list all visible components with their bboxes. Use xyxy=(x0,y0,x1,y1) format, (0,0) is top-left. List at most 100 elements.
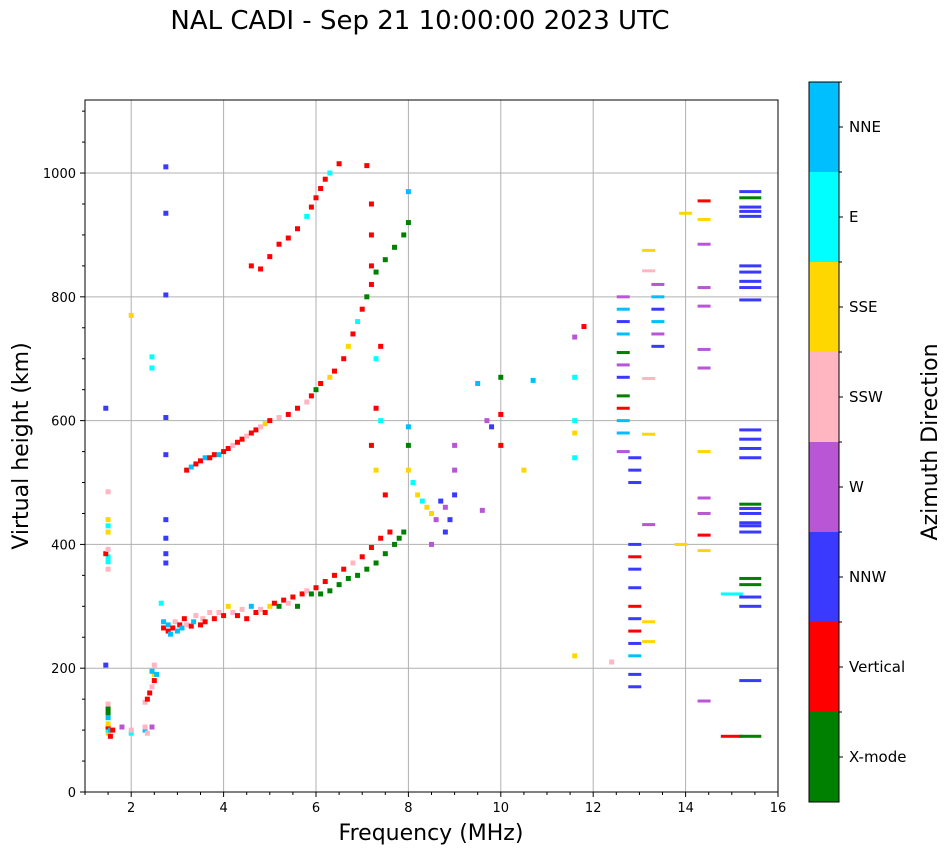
echo-point xyxy=(184,622,190,628)
echo-point xyxy=(364,566,370,572)
x-tick-label: 16 xyxy=(770,801,787,816)
echo-point xyxy=(172,619,178,625)
echo-point xyxy=(149,724,155,730)
echo-point xyxy=(313,387,319,393)
echo-point xyxy=(368,545,374,551)
echo-point xyxy=(396,535,402,541)
echo-point xyxy=(739,196,762,200)
echo-point xyxy=(475,380,481,386)
echo-point xyxy=(142,724,148,730)
colorbar-label: Vertical xyxy=(849,658,905,676)
echo-point xyxy=(628,654,642,658)
echo-point xyxy=(628,468,642,472)
echo-point xyxy=(616,431,630,435)
echo-point xyxy=(345,343,351,349)
echo-point xyxy=(207,610,213,616)
echo-point xyxy=(350,560,356,566)
echo-point xyxy=(521,467,527,473)
echo-point xyxy=(720,592,743,596)
y-tick-label: 800 xyxy=(51,291,76,306)
echo-point xyxy=(221,449,227,455)
echo-point xyxy=(720,734,743,738)
echo-point xyxy=(174,628,180,634)
echo-point xyxy=(105,721,111,727)
echo-point xyxy=(739,576,762,580)
echo-point xyxy=(628,542,642,546)
echo-point xyxy=(285,600,291,606)
echo-point xyxy=(331,572,337,578)
echo-point xyxy=(163,292,169,298)
echo-point xyxy=(308,393,314,399)
echo-point xyxy=(211,452,217,458)
x-tick-label: 12 xyxy=(585,801,602,816)
echo-point xyxy=(572,653,578,659)
echo-point xyxy=(318,186,324,192)
echo-point xyxy=(144,696,150,702)
echo-point xyxy=(378,535,384,541)
colorbar-segment xyxy=(809,532,839,622)
echo-point xyxy=(628,481,642,485)
echo-point xyxy=(642,523,656,527)
echo-point xyxy=(163,560,169,566)
echo-point xyxy=(368,442,374,448)
echo-point xyxy=(295,226,301,232)
echo-point xyxy=(163,164,169,170)
echo-point xyxy=(609,659,615,665)
echo-point xyxy=(739,583,762,587)
echo-point xyxy=(313,585,319,591)
echo-point xyxy=(341,566,347,572)
echo-point xyxy=(253,610,259,616)
echo-point xyxy=(679,211,693,215)
echo-point xyxy=(739,521,762,525)
echo-point xyxy=(739,190,762,194)
echo-point xyxy=(530,377,536,383)
echo-point xyxy=(304,399,310,405)
y-axis-ticks: 0 200 400 600 800 1000 xyxy=(43,110,85,801)
echo-point xyxy=(447,517,453,523)
echo-point xyxy=(642,620,656,624)
echo-point xyxy=(149,668,155,674)
colorbar-label: X-mode xyxy=(849,748,906,766)
echo-point xyxy=(628,555,642,559)
echo-point xyxy=(281,597,287,603)
echo-point xyxy=(198,622,203,628)
echo-point xyxy=(628,672,642,676)
echo-point xyxy=(628,617,642,621)
x-tick-label: 8 xyxy=(404,801,412,816)
echo-point xyxy=(628,629,642,633)
echo-point xyxy=(355,319,361,325)
echo-point xyxy=(405,442,411,448)
echo-point xyxy=(387,529,393,535)
y-tick-label: 200 xyxy=(51,662,76,677)
echo-point xyxy=(405,220,411,226)
echo-point xyxy=(142,727,148,733)
echo-point xyxy=(181,616,187,622)
echo-point xyxy=(739,264,762,268)
x-tick-label: 14 xyxy=(677,801,694,816)
echo-point xyxy=(373,560,379,566)
echo-point xyxy=(359,306,365,312)
echo-point xyxy=(299,591,305,597)
echo-point xyxy=(318,380,324,386)
echo-point xyxy=(697,347,711,351)
echo-point xyxy=(200,616,206,622)
echo-point xyxy=(616,406,630,410)
echo-point xyxy=(105,705,111,711)
echo-point xyxy=(489,424,495,430)
echo-point xyxy=(276,415,282,421)
echo-point xyxy=(364,294,370,300)
echo-point xyxy=(327,374,333,380)
echo-point xyxy=(128,312,134,318)
echo-point xyxy=(230,442,236,448)
echo-point xyxy=(295,405,301,411)
colorbar-label: E xyxy=(849,208,858,226)
echo-point xyxy=(290,594,296,600)
echo-point xyxy=(105,546,111,552)
echo-point xyxy=(438,498,444,504)
echo-point xyxy=(697,511,711,515)
echo-point xyxy=(105,710,111,716)
echo-point xyxy=(651,332,665,336)
echo-point xyxy=(163,535,169,541)
colorbar-segment xyxy=(809,442,839,532)
echo-point xyxy=(322,579,328,585)
